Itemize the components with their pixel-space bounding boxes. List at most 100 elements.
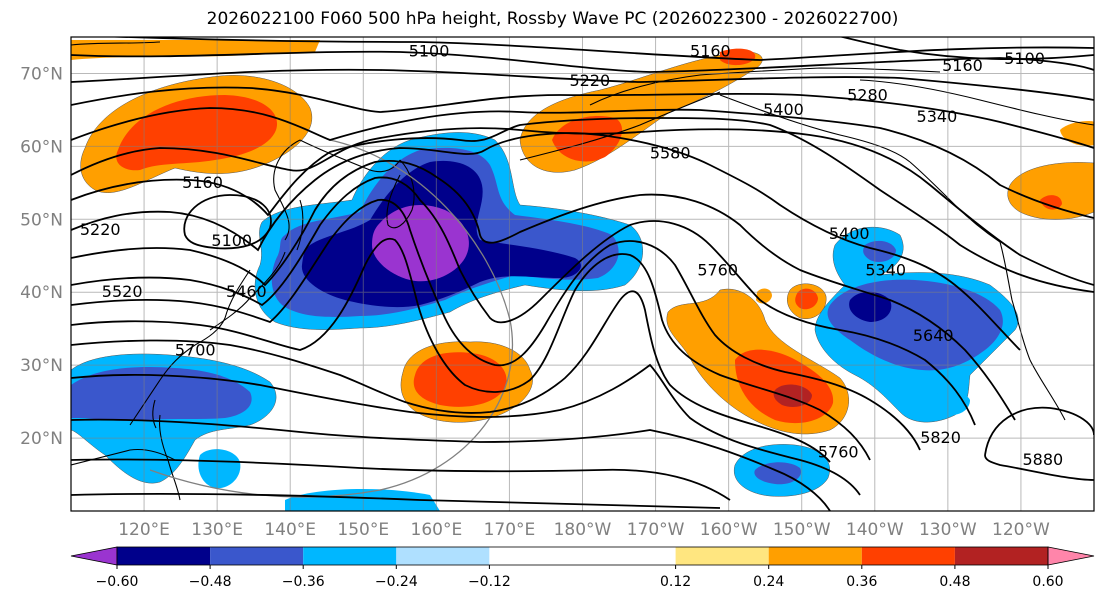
contour-label: 5400: [763, 100, 804, 119]
lon-tick-label: 170°E: [484, 520, 536, 540]
contour-line: [71, 290, 831, 463]
contour-line: [71, 237, 871, 461]
contour-line: [71, 418, 831, 511]
contour-label: 5100: [409, 42, 450, 61]
coastline-north-edge: [71, 41, 161, 46]
contour-line: [71, 363, 861, 496]
colorbar-tick-label: 0.24: [753, 574, 784, 590]
lon-tick-label: 150°E: [337, 520, 389, 540]
contour-label: 5160: [182, 173, 223, 192]
contour-line: [71, 107, 1094, 219]
contour-line: [100, 37, 1094, 61]
colorbar-labels: −0.60 −0.48 −0.36 −0.24 −0.12 0.12 0.24 0.36 0.4…: [96, 565, 1064, 590]
colorbar: [70, 546, 1095, 566]
contour-line: [71, 492, 721, 509]
contour-line: [71, 160, 1016, 421]
colorbar-segment: [303, 547, 397, 565]
lon-tick-label: 140°W: [846, 520, 904, 540]
contour-label: 5640: [913, 326, 954, 345]
lon-tick-label: 130°W: [919, 520, 977, 540]
lon-tick-label: 130°E: [191, 520, 243, 540]
colorbar-segment: [396, 547, 490, 565]
colorbar-tick-label: 0.12: [660, 574, 691, 590]
lon-tick-label: 160°E: [411, 520, 463, 540]
contour-labels: 5100 5160 5160 5100 5220 5280 5340 5400 5580 5160…: [80, 42, 1063, 469]
contour-line: [71, 132, 1021, 351]
contour-line: [71, 458, 731, 501]
negative-anomaly-subtropical-asia-mid: [71, 366, 252, 421]
colorbar-tick-label: −0.60: [96, 574, 139, 590]
coastline-korea-china: [129, 269, 251, 426]
lon-tick-label: 150°W: [773, 520, 831, 540]
coastline-okhotsk: [299, 139, 401, 173]
anomaly-shading: [71, 40, 1094, 511]
coastline-aleutians: [519, 91, 721, 161]
colorbar-segment: [210, 547, 304, 565]
contour-label: 5880: [1022, 450, 1063, 469]
contour-line: [984, 406, 1094, 481]
contour-label: 5460: [226, 282, 267, 301]
contour-label: 5340: [917, 107, 958, 126]
longitude-gridlines: [143, 37, 1022, 511]
colorbar-extend-low: [70, 546, 118, 566]
contour-label: 5760: [818, 443, 859, 462]
colorbar-segment: [768, 547, 862, 565]
contour-label: 5220: [80, 220, 121, 239]
colorbar-tick-label: −0.36: [282, 574, 325, 590]
contour-line: [71, 199, 921, 451]
positive-anomaly-bering-core: [552, 116, 623, 162]
contour-label: 5580: [650, 144, 691, 163]
negative-anomaly-ne-small: [863, 240, 896, 262]
negative-anomaly-philippines: [198, 449, 241, 489]
colorbar-tick-label: −0.24: [375, 574, 418, 590]
colorbar-tick-label: −0.12: [468, 574, 511, 590]
colorbar-segment: [117, 547, 211, 565]
lat-tick-label: 60°N: [20, 137, 63, 157]
lon-tick-label: 180°W: [554, 520, 612, 540]
contour-label: 5520: [102, 282, 143, 301]
coastline-alaska-north: [589, 67, 941, 106]
positive-anomaly-canada: [1007, 162, 1094, 220]
lon-tick-label: 160°W: [700, 520, 758, 540]
height-contours: [71, 37, 1094, 511]
negative-anomaly-ne-pacific-dark: [849, 291, 892, 322]
map-title: 2026022100 F060 500 hPa height, Rossby W…: [206, 9, 899, 29]
map-content: 5100 5160 5160 5100 5220 5280 5340 5400 5580 5160…: [71, 37, 1094, 511]
lon-tick-label: 170°W: [627, 520, 685, 540]
contour-label: 5340: [865, 260, 906, 279]
map-frame: [70, 36, 1095, 512]
coastline-siberia-north: [273, 139, 301, 241]
positive-anomaly-nw: [71, 40, 320, 60]
positive-anomaly-small-1-core: [795, 288, 818, 310]
contour-label: 5100: [211, 231, 252, 250]
contour-label: 5820: [920, 428, 961, 447]
contour-label: 5220: [569, 71, 610, 90]
latitude-labels: 70°N 60°N 50°N 40°N 30°N 20°N: [20, 64, 63, 449]
coastline-china-south: [71, 448, 176, 466]
positive-anomaly-canada-core: [1040, 195, 1062, 210]
contour-line: [71, 176, 976, 426]
lon-tick-label: 120°E: [118, 520, 170, 540]
contour-line: [71, 86, 1094, 149]
contour-label: 5400: [829, 224, 870, 243]
contour-label: 5280: [847, 85, 888, 104]
contour-label: 5760: [697, 260, 738, 279]
contour-label: 5160: [942, 56, 983, 75]
negative-anomaly-hawaii-core: [754, 462, 801, 485]
colorbar-tick-label: 0.36: [846, 574, 877, 590]
lat-tick-label: 20°N: [20, 429, 63, 449]
contour-label: 5160: [690, 42, 731, 61]
lon-tick-label: 120°W: [992, 520, 1050, 540]
colorbar-segment: [954, 547, 1048, 565]
colorbar-segment: [861, 547, 955, 565]
negative-anomaly-sw-corner: [285, 488, 440, 511]
colorbar-tick-label: −0.48: [189, 574, 232, 590]
positive-anomaly-central-pacific-core: [413, 352, 507, 407]
coastline-alaska-gulf: [719, 94, 911, 163]
contour-label: 5700: [175, 341, 216, 360]
longitude-labels: 120°E 130°E 140°E 150°E 160°E 170°E 180°W 170°W…: [118, 520, 1050, 540]
coastline-kamchatka: [386, 159, 415, 229]
colorbar-segment: [489, 547, 676, 565]
colorbar-tick-label: 0.60: [1032, 574, 1063, 590]
